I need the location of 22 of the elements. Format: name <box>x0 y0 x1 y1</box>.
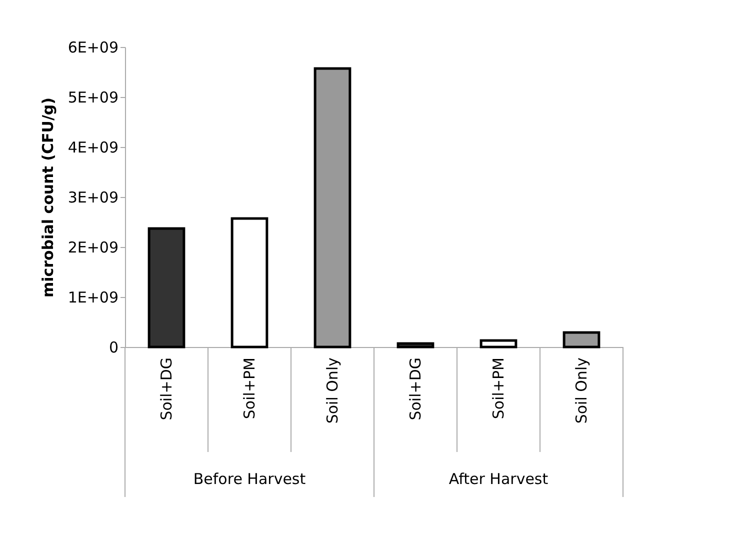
text: Before Harvest <box>193 470 306 488</box>
y-tick-label: 0 <box>108 338 118 356</box>
y-tick-label: 2E+09 <box>68 238 118 256</box>
y-tick-label: 5E+09 <box>68 88 118 106</box>
bar <box>562 331 600 348</box>
bar <box>480 339 518 348</box>
x-tick-label: Soil+DG <box>406 358 424 420</box>
y-tick-label: 3E+09 <box>68 188 118 206</box>
x-tick-label: Soil+PM <box>240 358 258 420</box>
x-tick-label: Soil+DG <box>158 358 176 420</box>
y-axis-title: microbial count (CFU/g) <box>38 97 57 298</box>
y-tick-label: 6E+09 <box>68 38 118 56</box>
x-tick-label: Soil+PM <box>490 358 508 420</box>
y-tick-label: 1E+09 <box>68 288 118 306</box>
y-tick-label: 4E+09 <box>68 138 118 156</box>
x-tick-label: Soil Only <box>572 357 590 424</box>
bar <box>314 67 352 348</box>
text: After Harvest <box>448 470 548 488</box>
x-tick-label: Soil Only <box>324 357 342 424</box>
bar <box>396 342 434 348</box>
bar <box>230 217 268 348</box>
bar <box>148 227 186 348</box>
